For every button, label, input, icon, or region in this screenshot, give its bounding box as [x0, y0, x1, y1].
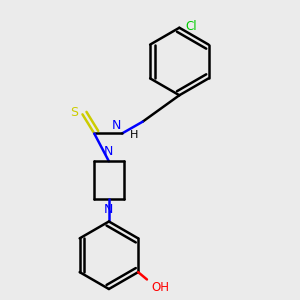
Text: OH: OH — [151, 281, 169, 294]
Text: H: H — [129, 130, 138, 140]
Text: Cl: Cl — [185, 20, 197, 33]
Text: S: S — [70, 106, 78, 119]
Text: N: N — [111, 119, 121, 132]
Text: N: N — [104, 146, 114, 158]
Text: N: N — [104, 203, 114, 216]
